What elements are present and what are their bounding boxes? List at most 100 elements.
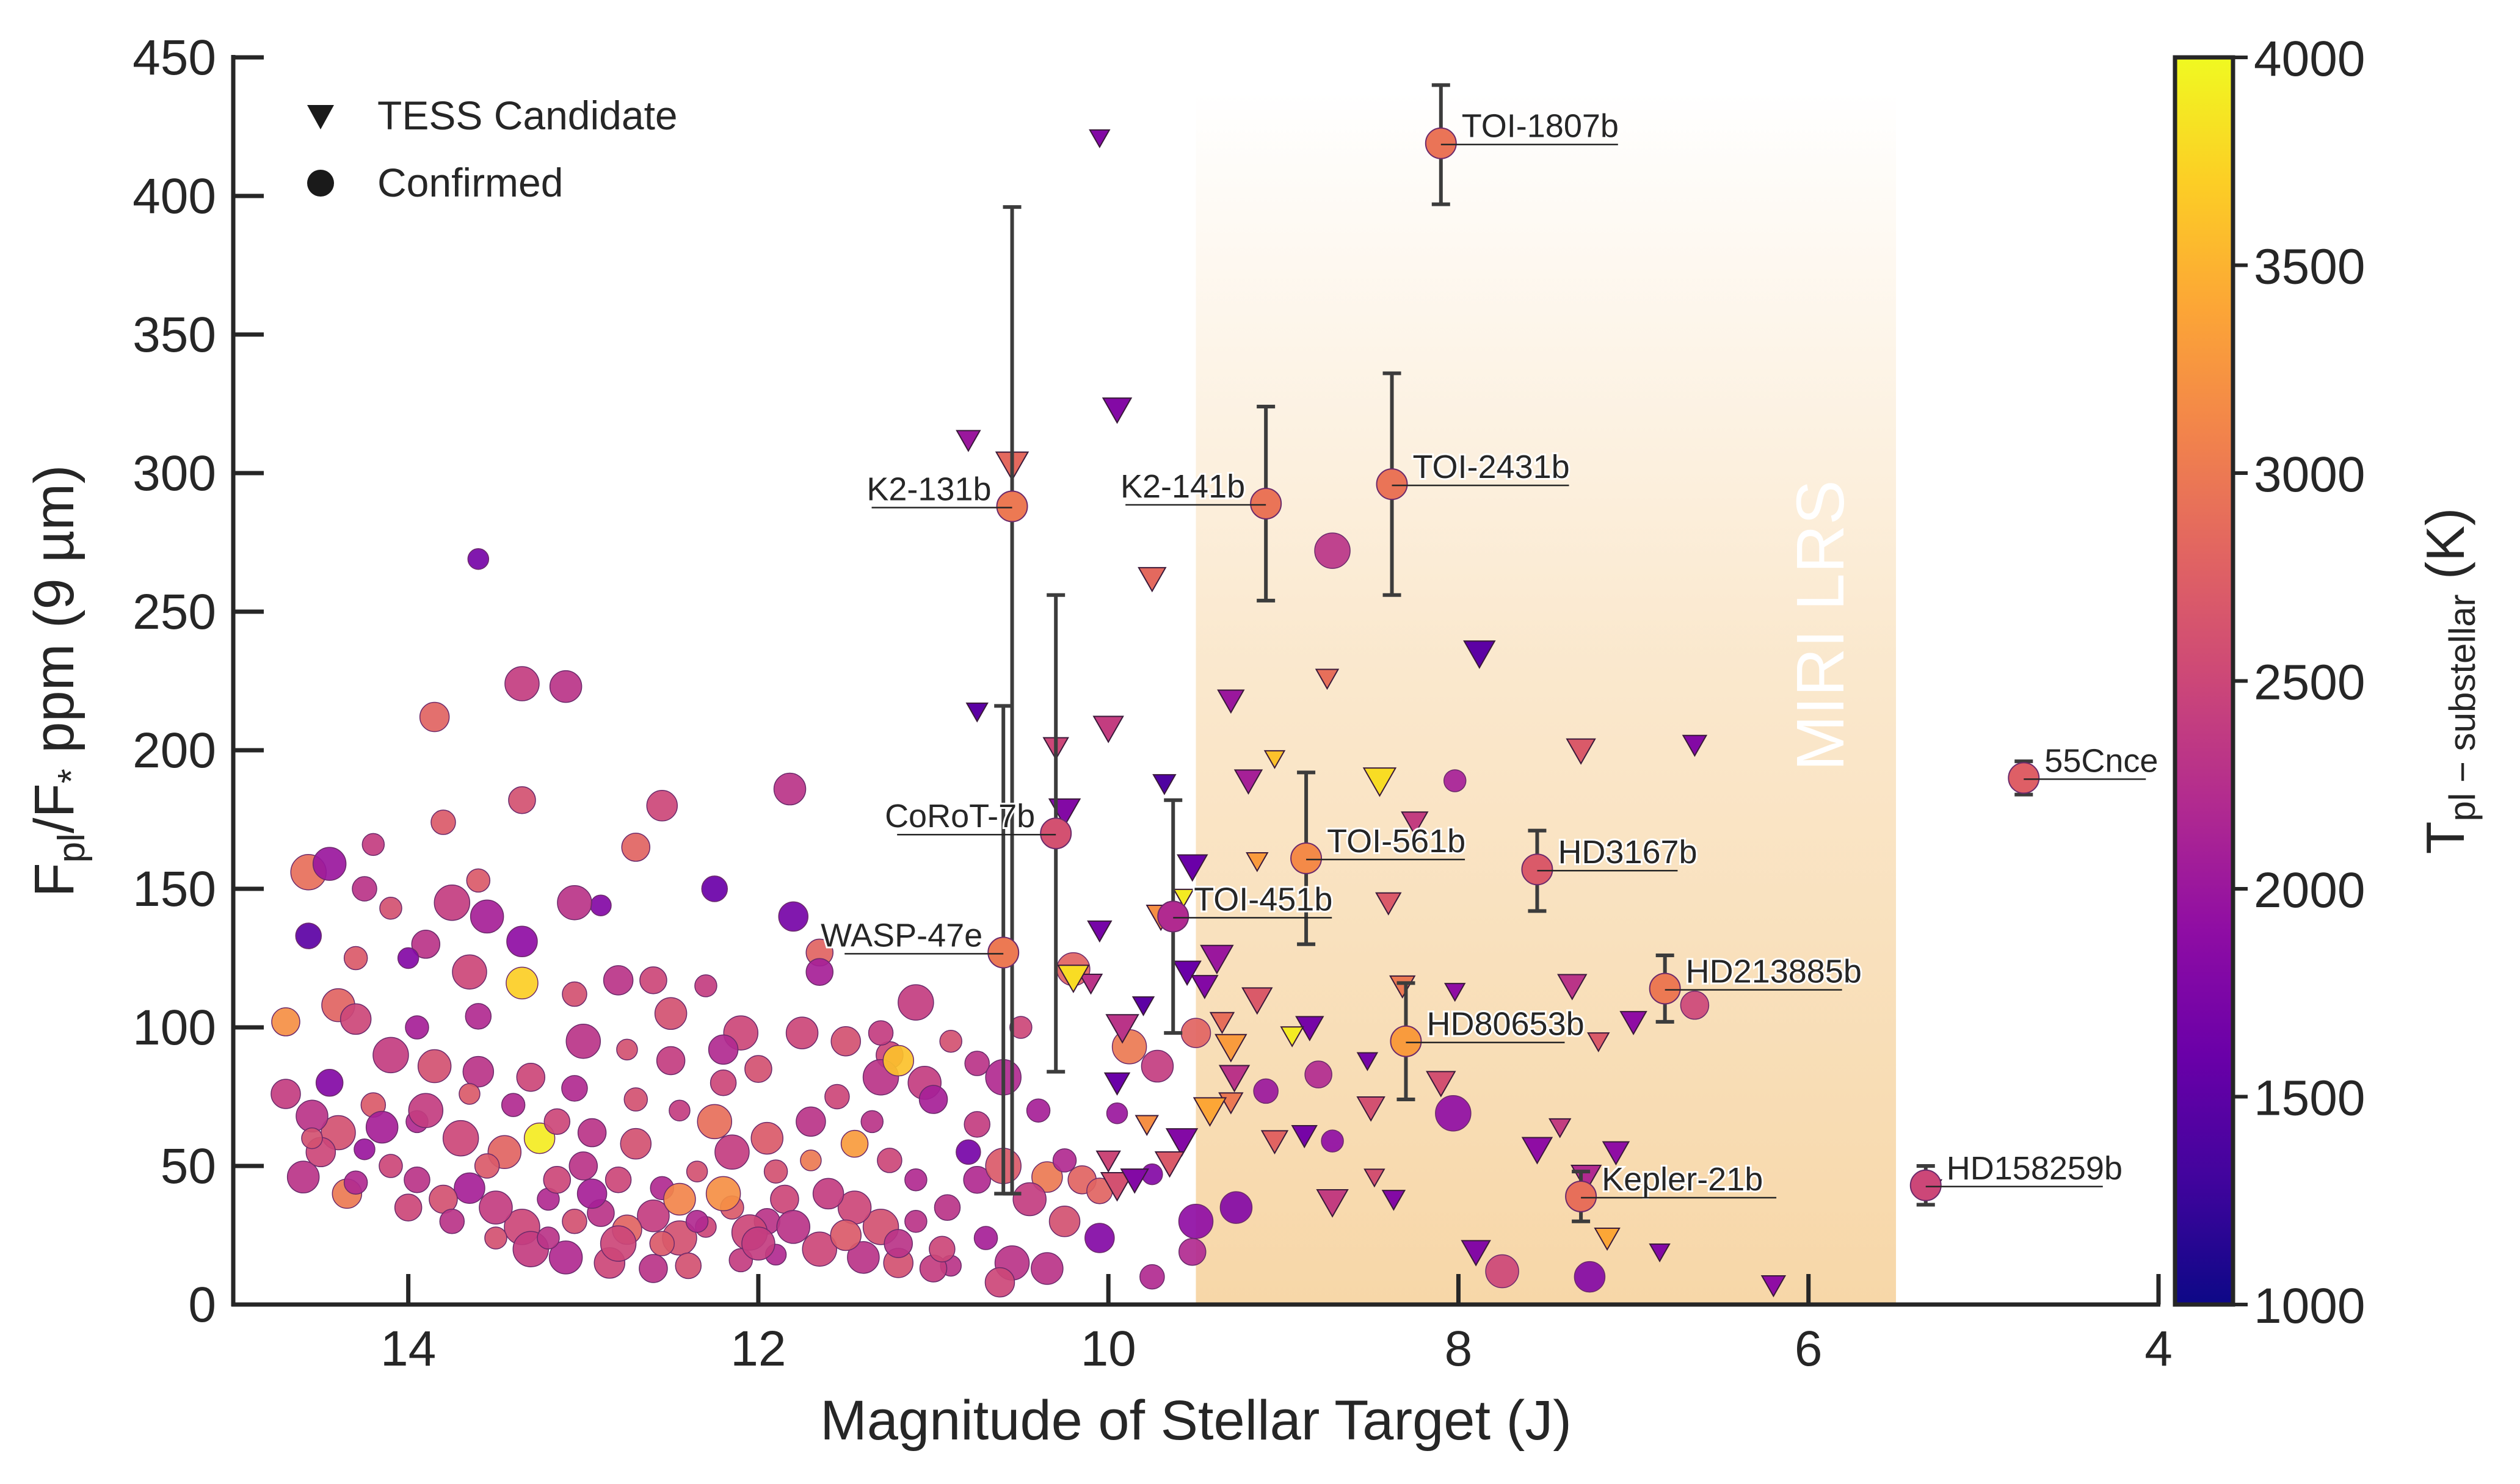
confirmed-point [295,922,322,949]
confirmed-point [964,1051,990,1076]
confirmed-point [785,1016,819,1049]
confirmed-point [1443,769,1467,792]
candidate-point [1191,975,1219,999]
confirmed-point [361,833,385,856]
colorbar-label: Tpl − substellar (K) [2415,508,2483,854]
confirmed-point [501,1093,526,1117]
labeled-planet-point [1250,487,1282,519]
confirmed-point [697,1104,732,1140]
x-tick-label: 4 [2144,1321,2173,1377]
confirmed-point [603,965,634,996]
confirmed-point [649,1231,675,1256]
planet-label: HD158259b [1947,1150,2122,1187]
confirmed-point [543,1165,572,1194]
planet-label: Kepler-21b [1602,1161,1763,1198]
planet-label: HD3167b [1558,834,1697,870]
colorbar-ticks: 1000 1500 2000 2500 3000 3500 4000 [2233,31,2365,1334]
planet-label: TOI-1807b [1462,108,1619,145]
candidate-point [1087,920,1113,943]
candidate-point [1548,1118,1572,1138]
candidate-point [1100,1171,1135,1202]
candidate-point [1594,1228,1621,1251]
confirmed-point [750,1121,783,1155]
confirmed-point [439,1209,465,1234]
candidate-point [1172,888,1195,908]
confirmed-point [1031,1161,1063,1193]
confirmed-point [830,1026,861,1057]
confirmed-point [963,1165,991,1194]
confirmed-point [710,1070,737,1096]
candidate-point [1200,944,1234,975]
confirmed-point [904,1210,928,1233]
labeled-planet-point [996,490,1028,523]
y-axis-ticks: 0 50 100 150 200 250 300 350 400 450 [133,30,264,1333]
candidate-point [1315,668,1340,690]
confirmed-point [417,1049,452,1084]
confirmed-point [812,1178,844,1210]
confirmed-point [1314,532,1351,569]
confirmed-point [1031,1252,1064,1285]
y-label-main: F [23,863,85,897]
candidate-point [1362,767,1397,797]
candidate-point [1587,1032,1610,1052]
candidate-point [1760,1275,1787,1298]
y-axis-label: Fpl/F* ppm (9 µm) [23,465,93,897]
confirmed-point [805,958,833,986]
labeled-planet-point [1040,817,1072,850]
confirmed-point [549,670,583,703]
confirmed-point [1485,1254,1519,1289]
confirmed-point [1012,1182,1047,1217]
confirmed-point [467,548,490,570]
confirmed-point [1139,1264,1165,1290]
confirmed-point [956,1139,981,1165]
candidate-point [1120,1168,1149,1194]
confirmed-point [654,997,688,1030]
confirmed-point [877,1148,902,1173]
candidate-point [1566,738,1596,765]
confirmed-point [271,1079,301,1109]
candidate-point [1443,983,1466,1002]
confirmed-point [904,1168,928,1192]
confirmed-point [847,1241,880,1274]
cbar-tick-label: 3000 [2254,447,2365,502]
confirmed-point [984,1267,1015,1298]
candidate-point [1426,1071,1456,1098]
candidate-point [1105,1014,1139,1044]
confirmed-point [621,833,651,862]
confirmed-point [605,1166,632,1193]
confirmed-points [271,532,1710,1298]
cbar-tick-label: 4000 [2254,31,2365,87]
confirmed-point [543,1108,571,1135]
confirmed-point [656,1046,686,1076]
confirmed-point [763,1159,788,1184]
y-tick-label: 350 [133,307,216,363]
planet-label: K2-141b [1120,468,1245,505]
confirmed-point [830,1219,862,1251]
planet-label: WASP-47e [821,917,982,954]
confirmed-point [600,1225,637,1262]
confirmed-point [1048,1206,1081,1237]
confirmed-point [379,897,402,920]
y-tick-label: 450 [133,30,216,85]
legend-label-confirmed: Confirmed [377,160,563,205]
labeled-planet-point [1157,900,1189,933]
confirmed-point [1084,1223,1115,1253]
candidate-point [1092,715,1124,744]
confirmed-point [694,974,717,997]
y-tick-label: 200 [133,723,216,778]
cbar-tick-label: 2000 [2254,863,2365,918]
miri-lrs-label: MIRI LRS [1783,480,1858,771]
confirmed-point [1026,1098,1051,1123]
planet-label: K2-131b [866,471,991,507]
x-tick-label: 8 [1445,1321,1473,1377]
labeled-planet-point [1521,853,1553,886]
confirmed-point [1435,1095,1472,1132]
candidate-point [965,702,989,723]
planet-label: TOI-561b [1327,823,1465,860]
confirmed-point [459,1083,481,1105]
confirmed-point [802,1231,837,1267]
confirmed-point [271,1007,300,1037]
cbar-tick-label: 1000 [2254,1278,2365,1334]
confirmed-point [744,1055,772,1083]
